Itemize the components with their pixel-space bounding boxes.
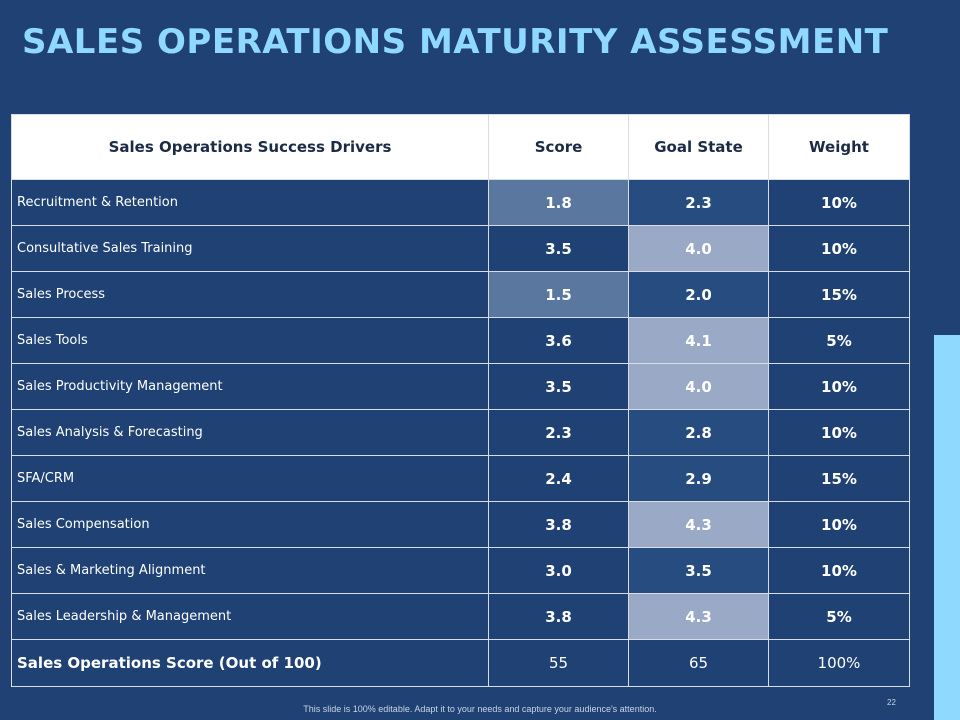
driver-cell: Sales & Marketing Alignment [11, 547, 489, 594]
score-cell: 3.0 [488, 547, 629, 594]
table-row: Sales Analysis & Forecasting 2.3 2.8 10% [11, 409, 910, 456]
driver-cell: Sales Compensation [11, 501, 489, 548]
total-goal: 65 [628, 639, 769, 687]
page-title: SALES OPERATIONS MATURITY ASSESSMENT [22, 22, 889, 62]
goal-cell: 2.8 [628, 409, 769, 456]
weight-cell: 5% [768, 317, 910, 364]
score-cell: 2.3 [488, 409, 629, 456]
table-row: Sales Productivity Management 3.5 4.0 10% [11, 363, 910, 410]
table-row: Sales & Marketing Alignment 3.0 3.5 10% [11, 547, 910, 594]
score-cell: 3.5 [488, 225, 629, 272]
driver-cell: Sales Productivity Management [11, 363, 489, 410]
driver-cell: SFA/CRM [11, 455, 489, 502]
accent-bar [934, 335, 960, 720]
score-cell: 1.8 [488, 179, 629, 226]
weight-cell: 10% [768, 409, 910, 456]
table-row: Sales Compensation 3.8 4.3 10% [11, 501, 910, 548]
table-row: Sales Leadership & Management 3.8 4.3 5% [11, 593, 910, 640]
score-cell: 2.4 [488, 455, 629, 502]
maturity-table: Sales Operations Success Drivers Score G… [11, 114, 910, 687]
weight-cell: 15% [768, 455, 910, 502]
score-cell: 3.8 [488, 501, 629, 548]
goal-cell: 4.1 [628, 317, 769, 364]
driver-cell: Consultative Sales Training [11, 225, 489, 272]
weight-cell: 10% [768, 547, 910, 594]
goal-cell: 4.0 [628, 225, 769, 272]
goal-cell: 2.9 [628, 455, 769, 502]
driver-cell: Sales Process [11, 271, 489, 318]
score-cell: 3.6 [488, 317, 629, 364]
table-row: Recruitment & Retention 1.8 2.3 10% [11, 179, 910, 226]
score-cell: 3.5 [488, 363, 629, 410]
weight-cell: 10% [768, 363, 910, 410]
goal-cell: 2.3 [628, 179, 769, 226]
page-number: 22 [887, 698, 896, 707]
table-header-row: Sales Operations Success Drivers Score G… [11, 114, 910, 180]
total-row: Sales Operations Score (Out of 100) 55 6… [11, 639, 910, 687]
table-row: SFA/CRM 2.4 2.9 15% [11, 455, 910, 502]
column-header-score: Score [488, 114, 629, 180]
weight-cell: 10% [768, 501, 910, 548]
column-header-goal-state: Goal State [628, 114, 769, 180]
driver-cell: Sales Leadership & Management [11, 593, 489, 640]
weight-cell: 5% [768, 593, 910, 640]
driver-cell: Sales Tools [11, 317, 489, 364]
goal-cell: 4.3 [628, 593, 769, 640]
footnote: This slide is 100% editable. Adapt it to… [303, 704, 657, 714]
goal-cell: 4.0 [628, 363, 769, 410]
table-row: Sales Process 1.5 2.0 15% [11, 271, 910, 318]
table-row: Consultative Sales Training 3.5 4.0 10% [11, 225, 910, 272]
driver-cell: Recruitment & Retention [11, 179, 489, 226]
total-label: Sales Operations Score (Out of 100) [11, 639, 489, 687]
total-score: 55 [488, 639, 629, 687]
score-cell: 3.8 [488, 593, 629, 640]
total-weight: 100% [768, 639, 910, 687]
goal-cell: 2.0 [628, 271, 769, 318]
weight-cell: 15% [768, 271, 910, 318]
driver-cell: Sales Analysis & Forecasting [11, 409, 489, 456]
goal-cell: 3.5 [628, 547, 769, 594]
weight-cell: 10% [768, 179, 910, 226]
column-header-weight: Weight [768, 114, 910, 180]
column-header-drivers: Sales Operations Success Drivers [11, 114, 489, 180]
goal-cell: 4.3 [628, 501, 769, 548]
table-row: Sales Tools 3.6 4.1 5% [11, 317, 910, 364]
score-cell: 1.5 [488, 271, 629, 318]
weight-cell: 10% [768, 225, 910, 272]
